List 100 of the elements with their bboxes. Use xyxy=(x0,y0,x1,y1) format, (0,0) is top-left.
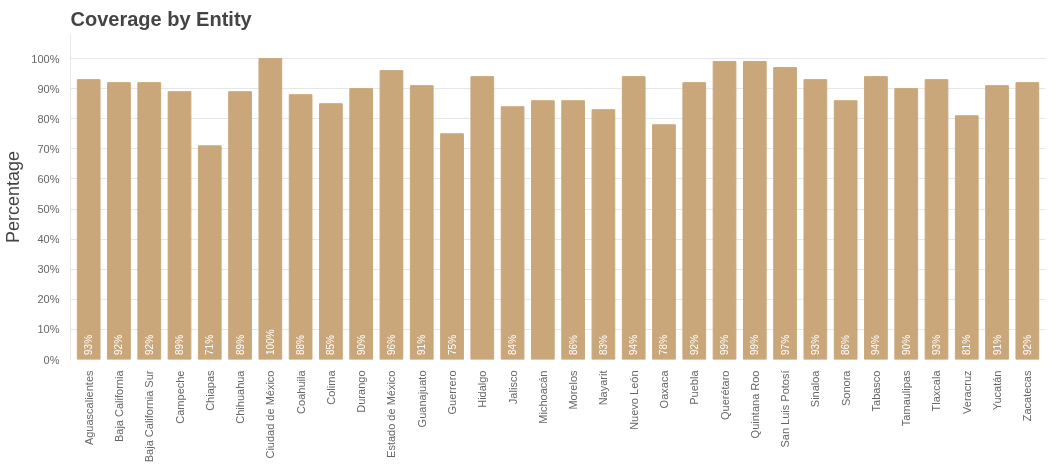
bar xyxy=(197,145,222,360)
bar xyxy=(288,94,313,360)
x-tick-label: Yucatán xyxy=(991,370,1004,411)
bar xyxy=(864,76,888,360)
data-label: 93% xyxy=(809,334,821,355)
x-tick-label: Jalisco xyxy=(506,370,519,405)
x-tick-label: Zacatecas xyxy=(1021,370,1034,422)
data-label: 96% xyxy=(385,334,397,355)
bar xyxy=(167,91,192,360)
data-label: 85% xyxy=(325,334,337,355)
bar xyxy=(137,82,162,360)
x-tick-label: Tabasco xyxy=(869,370,882,412)
bar xyxy=(76,79,101,360)
x-tick-label: Coahuila xyxy=(294,369,307,414)
data-label: 94% xyxy=(870,334,882,355)
data-label: 93% xyxy=(930,334,942,355)
x-tick-label: Chiapas xyxy=(203,370,216,411)
data-label: 86% xyxy=(840,334,852,355)
bar xyxy=(924,79,949,360)
x-tick-label: Sonora xyxy=(839,369,852,406)
bar xyxy=(258,58,283,360)
data-label: 84% xyxy=(507,334,519,355)
y-tick-label: 60% xyxy=(37,172,60,185)
bar xyxy=(954,115,979,360)
y-tick-label: 100% xyxy=(31,52,60,65)
y-tick-label: 90% xyxy=(37,82,60,95)
x-tick-label: Sinaloa xyxy=(809,369,822,408)
y-tick-label: 80% xyxy=(37,112,60,125)
x-tick-label: Ciudad de México xyxy=(264,370,277,459)
y-tick-label: 10% xyxy=(37,323,60,336)
y-tick-label: 70% xyxy=(37,142,60,155)
x-tick-label: Querétaro xyxy=(718,370,731,421)
x-tick-label: Tlaxcala xyxy=(930,369,943,412)
data-label: 99% xyxy=(719,334,731,355)
y-tick-label: 20% xyxy=(37,293,60,306)
bar xyxy=(621,76,646,360)
bar xyxy=(682,82,707,360)
x-tick-label: Quintana Roo xyxy=(748,370,761,439)
y-tick-label: 30% xyxy=(37,263,60,276)
data-label: 99% xyxy=(749,334,761,355)
bar xyxy=(440,133,464,360)
data-label: 78% xyxy=(658,334,670,355)
y-axis-title: Percentage xyxy=(3,150,24,244)
data-label: 92% xyxy=(1021,334,1033,355)
data-label: 97% xyxy=(779,334,791,355)
x-tick-label: Aguascalientes xyxy=(82,370,95,446)
data-label: 93% xyxy=(83,334,95,355)
x-tick-label: Baja California xyxy=(112,369,125,443)
y-tick-label: 40% xyxy=(37,233,60,246)
data-label: 92% xyxy=(688,334,700,355)
bar xyxy=(107,82,131,360)
data-label: 92% xyxy=(113,334,125,355)
bar xyxy=(742,61,767,360)
x-tick-label: Morelos xyxy=(567,370,580,410)
bar xyxy=(985,85,1009,360)
x-tick-label: Nayarit xyxy=(597,370,610,406)
y-tick-label: 50% xyxy=(37,203,60,216)
x-tick-label: Tamaulipas xyxy=(900,370,913,427)
data-label: 90% xyxy=(355,334,367,355)
data-label: 81% xyxy=(961,334,973,355)
data-label: 89% xyxy=(234,334,246,355)
x-tick-label: Nuevo León xyxy=(627,370,640,430)
x-tick-label: Guanajuato xyxy=(415,370,428,428)
bar xyxy=(1015,82,1040,360)
x-tick-label: Hidalgo xyxy=(476,370,489,408)
x-tick-label: Guerrero xyxy=(446,370,459,415)
data-label: 89% xyxy=(174,334,186,355)
data-label: 86% xyxy=(567,334,579,355)
x-tick-label: Puebla xyxy=(688,369,701,405)
x-tick-label: San Luis Potosí xyxy=(779,370,792,448)
x-tick-label: Durango xyxy=(355,370,368,413)
bar xyxy=(652,124,676,360)
x-tick-label: Colima xyxy=(324,369,337,405)
x-tick-label: Oaxaca xyxy=(657,369,670,409)
bar xyxy=(470,76,495,360)
bar xyxy=(319,103,343,360)
bar xyxy=(379,70,404,360)
data-label: 91% xyxy=(416,334,428,355)
data-label: 75% xyxy=(446,334,458,355)
bar xyxy=(773,67,797,360)
bar xyxy=(561,100,585,360)
bar xyxy=(803,79,828,360)
bar xyxy=(228,91,252,360)
x-tick-label: Campeche xyxy=(173,370,186,424)
bar xyxy=(409,85,434,360)
data-label: 91% xyxy=(991,334,1003,355)
data-label: 71% xyxy=(204,334,216,355)
bar xyxy=(500,106,525,360)
x-tick-label: Michoacán xyxy=(536,370,549,424)
bar xyxy=(712,61,737,360)
x-tick-label: Veracruz xyxy=(960,370,973,414)
data-label: 94% xyxy=(628,334,640,355)
bar xyxy=(833,100,858,360)
data-label: 92% xyxy=(143,334,155,355)
data-label: 83% xyxy=(597,334,609,355)
chart-title: Coverage by Entity xyxy=(70,7,253,30)
x-tick-label: Chihuahua xyxy=(234,369,247,424)
bar xyxy=(531,100,555,360)
data-label: 90% xyxy=(900,334,912,355)
bar xyxy=(894,88,919,360)
